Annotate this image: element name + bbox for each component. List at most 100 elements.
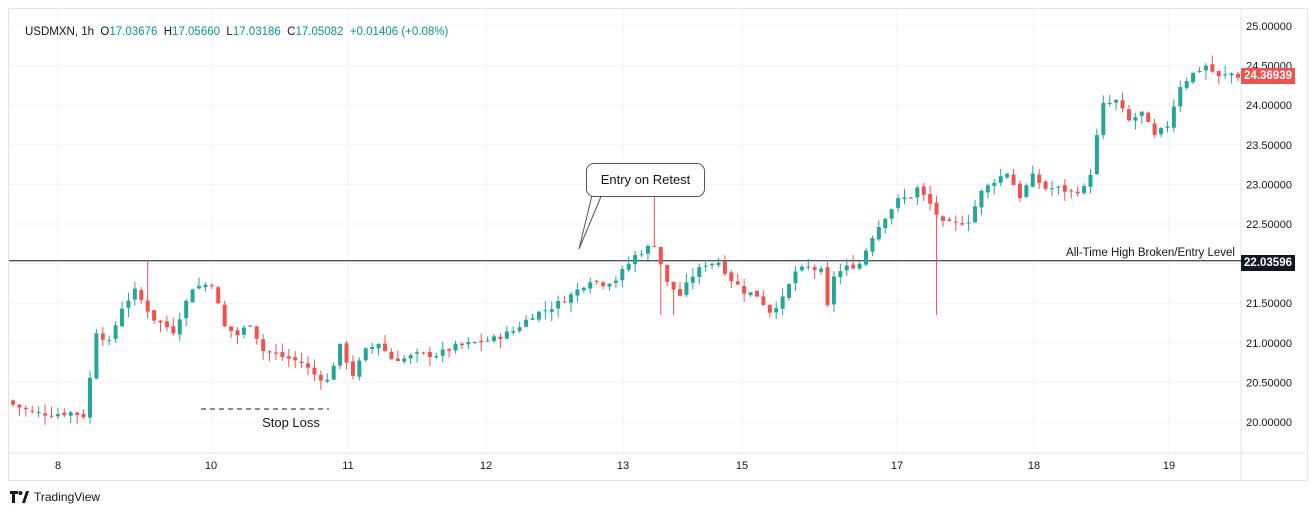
candle-body: [1229, 73, 1234, 76]
candle-body: [408, 355, 413, 359]
candle-body: [299, 361, 304, 363]
candle-body: [710, 263, 715, 266]
entry-callout[interactable]: Entry on Retest: [586, 163, 705, 197]
price-tick-label: 21.50000: [1246, 298, 1292, 310]
candle-body: [1024, 185, 1029, 197]
candle-body: [876, 226, 881, 240]
candle-body: [633, 254, 638, 265]
candle-body: [1197, 71, 1202, 73]
candle-body: [613, 280, 618, 283]
candle-body: [389, 351, 394, 360]
candle-body: [357, 360, 362, 377]
level-label: All-Time High Broken/Entry Level: [1066, 247, 1235, 259]
candle-body: [325, 379, 330, 382]
candle-body: [177, 319, 182, 335]
candle-body: [267, 351, 272, 353]
time-tick-label: 13: [617, 460, 629, 472]
candle-body: [261, 339, 266, 352]
candle-body: [229, 326, 234, 332]
candle-body: [1223, 74, 1228, 76]
candle-body: [767, 305, 772, 313]
candle-body: [158, 320, 163, 323]
candle-body: [504, 331, 509, 339]
candle-body: [1017, 183, 1022, 199]
candle-body: [793, 271, 798, 284]
tradingview-footer[interactable]: TradingView: [10, 490, 100, 504]
time-tick-label: 10: [205, 460, 217, 472]
candle-body: [1178, 87, 1183, 107]
candle-body: [190, 289, 195, 303]
candle-body: [998, 176, 1003, 183]
candle-body: [601, 282, 606, 287]
candle-body: [402, 358, 407, 362]
candle-body: [382, 343, 387, 351]
candle-body: [851, 264, 856, 269]
candle-body: [498, 336, 503, 340]
candle-body: [87, 377, 92, 418]
candle-body: [780, 296, 785, 309]
candle-body: [678, 289, 683, 296]
candle-body: [864, 250, 869, 265]
candle-body: [1171, 106, 1176, 128]
candle-body: [1050, 188, 1055, 190]
candle-body: [1146, 112, 1151, 122]
price-tick-label: 23.00000: [1246, 179, 1292, 191]
candle-body: [831, 276, 836, 305]
candle-body: [549, 309, 554, 312]
candle-body: [280, 352, 285, 357]
chart-frame[interactable]: 20.0000020.5000021.0000021.5000022.00000…: [8, 8, 1308, 481]
candle-body: [415, 352, 420, 354]
candle-body: [132, 288, 137, 300]
candle-body: [235, 330, 240, 336]
time-axis[interactable]: 8 10 11 12 13 15 17 18 19: [55, 460, 1175, 472]
candle-body: [1011, 174, 1016, 186]
candle-body: [1152, 123, 1157, 136]
candle-body: [427, 352, 432, 357]
candle-body: [1191, 72, 1196, 83]
candle-body: [492, 336, 497, 341]
candle-body: [466, 342, 471, 345]
time-tick-label: 11: [342, 460, 353, 472]
time-tick-label: 18: [1028, 460, 1040, 472]
callout-tail: [578, 186, 606, 250]
candle-body: [164, 321, 169, 328]
candle-body: [774, 308, 779, 313]
candle-body: [966, 222, 971, 224]
candle-body: [216, 287, 221, 304]
candle-body: [1133, 117, 1138, 121]
candle-body: [953, 221, 958, 223]
candle-body: [248, 325, 253, 327]
candle-body: [517, 327, 522, 332]
candle-body: [209, 285, 214, 287]
high-value: 17.05660: [172, 26, 221, 38]
candle-body: [928, 194, 933, 204]
candle-body: [62, 412, 67, 416]
candle-body: [94, 333, 99, 379]
candle-body: [1056, 186, 1061, 188]
last-price-flag: 24.36939: [1241, 68, 1295, 84]
candle-body: [68, 412, 73, 416]
candle-body: [472, 342, 477, 344]
candle-body: [844, 265, 849, 271]
candles: [11, 55, 1240, 425]
candle-body: [363, 348, 368, 361]
candle-body: [17, 404, 22, 408]
candlestick-chart[interactable]: 20.0000020.5000021.0000021.5000022.00000…: [9, 9, 1307, 480]
price-tick-label: 20.00000: [1246, 417, 1292, 429]
time-tick-label: 15: [736, 460, 748, 472]
brand-name: TradingView: [34, 490, 101, 504]
candle-body: [556, 300, 561, 309]
low-value: 17.03186: [232, 26, 281, 38]
candle-body: [915, 187, 920, 198]
candle-body: [511, 331, 516, 333]
time-tick-label: 8: [55, 460, 61, 472]
candle-body: [921, 186, 926, 195]
candle-body: [575, 289, 580, 296]
candle-body: [979, 190, 984, 208]
candle-body: [113, 325, 118, 339]
candle-body: [992, 182, 997, 186]
candle-body: [23, 407, 28, 410]
symbol-name: USDMXN: [25, 26, 75, 38]
candle-body: [1107, 102, 1112, 104]
candle-body: [107, 339, 112, 341]
